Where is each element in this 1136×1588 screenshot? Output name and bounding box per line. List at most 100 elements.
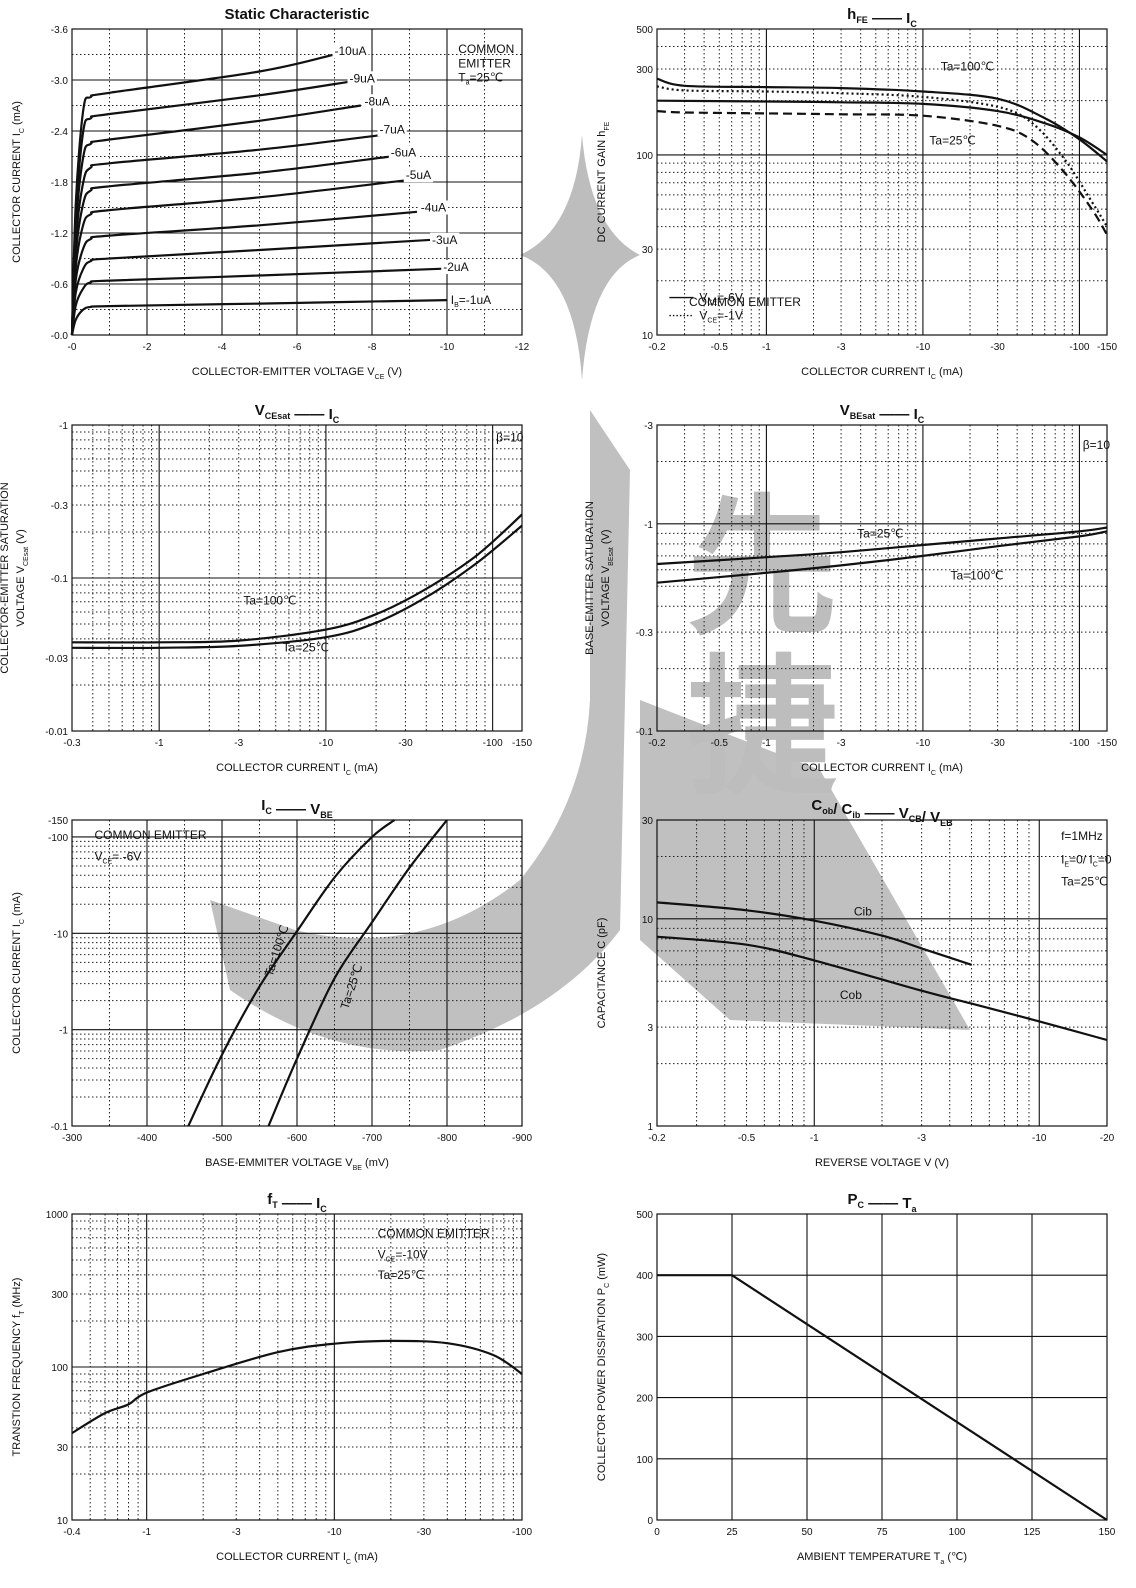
x-tick-label: -0.3	[63, 738, 81, 749]
series-line	[657, 1274, 1108, 1521]
x-tick-label: -0.4	[63, 1527, 81, 1538]
y-tick-label: 300	[636, 65, 653, 76]
series-label: -9uA	[350, 71, 375, 85]
y-tick-label: 200	[636, 1394, 653, 1405]
plot-frame	[656, 1213, 1108, 1521]
series-line	[70, 299, 448, 336]
x-tick-label: -1	[810, 1133, 819, 1144]
x-tick-label: 0	[654, 1527, 660, 1538]
series-label-bg	[403, 168, 434, 183]
series-line	[70, 53, 335, 336]
series-line	[656, 935, 1108, 1042]
annotation: Ta=100℃	[941, 59, 994, 73]
x-axis-label: COLLECTOR CURRENT IC (mA)	[801, 366, 963, 381]
annotation: Ta=100℃	[950, 568, 1003, 582]
y-tick-label: -0.01	[45, 727, 68, 738]
series-line	[656, 901, 972, 966]
chart-title: hFE —— IC	[847, 6, 917, 29]
series-label-bg	[332, 44, 369, 59]
x-tick-label: -10	[1032, 1133, 1047, 1144]
x-axis-label: REVERSE VOLTAGE V (V)	[815, 1157, 949, 1169]
legend-label: VCE=-6V	[699, 291, 742, 307]
y-tick-label: 10	[57, 1516, 69, 1527]
y-tick-label: 400	[636, 1271, 653, 1282]
legend-label: VCE=-1V	[699, 309, 742, 325]
y-axis-label: TRANSTION FREQUENCY fT (MHz)	[11, 1278, 26, 1457]
y-tick-label: 100	[51, 1363, 68, 1374]
x-tick-label: -0.5	[711, 738, 729, 749]
series-line	[71, 524, 523, 650]
series-line	[656, 85, 1108, 228]
y-tick-label: -3.0	[51, 76, 69, 87]
x-axis-label: COLLECTOR-EMITTER VOLTAGE VCE (V)	[192, 366, 402, 381]
x-tick-label: -500	[212, 1133, 232, 1144]
x-axis-label: COLLECTOR CURRENT IC (mA)	[216, 762, 378, 777]
y-axis-label: COLLECTOR CURRENT IC (mA)	[11, 101, 26, 263]
series-label-bg	[347, 71, 377, 86]
x-tick-label: -400	[137, 1133, 157, 1144]
annotation: Ta=25℃	[283, 641, 330, 655]
x-tick-label: 125	[1024, 1527, 1041, 1538]
annotation: VCE=-10V	[378, 1248, 428, 1264]
x-tick-label: -12	[515, 342, 530, 353]
x-tick-label: -3	[837, 738, 846, 749]
y-tick-label: -150	[48, 816, 68, 827]
x-tick-label: -900	[512, 1133, 532, 1144]
x-tick-label: -4	[218, 342, 227, 353]
x-tick-label: -3	[232, 1527, 241, 1538]
x-tick-label: 50	[801, 1527, 813, 1538]
plot-area	[657, 425, 1107, 731]
x-tick-label: -20	[1100, 1133, 1115, 1144]
x-tick-label: -10	[327, 1527, 342, 1538]
chart-icvbe: -300 -400 -500 -600 -700 -800 -900 -0.1 -1 -10 -10…	[11, 797, 532, 1172]
x-axis-label: COLLECTOR CURRENT IC (mA)	[216, 1551, 378, 1566]
x-tick-label: -3	[234, 738, 243, 749]
series-label: IB=-1uA	[451, 293, 491, 309]
y-tick-label: 1000	[46, 1210, 69, 1221]
series-line	[71, 513, 523, 644]
x-tick-label: -10	[440, 342, 455, 353]
watermark-wedge-shape	[640, 700, 970, 1030]
y-tick-label: 3	[647, 1023, 653, 1034]
x-tick-label: -0.2	[648, 1133, 666, 1144]
y-tick-label: 30	[642, 245, 654, 256]
x-tick-label: -0.2	[648, 342, 666, 353]
y-axis-label-line2: VOLTAGE VCEsat (V)	[15, 529, 30, 627]
y-tick-label: -0.3	[51, 501, 69, 512]
annotation: Cob	[840, 988, 862, 1002]
series-label: -8uA	[365, 94, 390, 108]
y-tick-label: -100	[48, 833, 68, 844]
y-tick-label: -2.4	[51, 127, 69, 138]
x-tick-label: -1	[142, 1527, 151, 1538]
y-tick-label: 1	[647, 1122, 653, 1133]
x-tick-label: -150	[1097, 342, 1117, 353]
chart-cap: -0.2 -0.5 -1 -3 -10 -20 1 3 10 30 Cob/ Cib —— VCB/…	[596, 797, 1115, 1169]
y-tick-label: -0.1	[51, 1122, 69, 1133]
y-axis-label: COLLECTOR-EMITTER SATURATION	[0, 482, 11, 673]
y-axis-label: COLLECTOR POWER DISSIPATION PC (mW)	[596, 1253, 611, 1481]
plot-frame	[656, 28, 1108, 336]
plot-frame	[71, 1213, 523, 1521]
y-tick-label: -1	[59, 1026, 68, 1037]
x-tick-label: 150	[1099, 1527, 1116, 1538]
x-tick-label: -100	[483, 738, 503, 749]
series-label-bg	[448, 293, 494, 308]
annotation: COMMON	[458, 42, 514, 56]
annotation: EMITTER	[458, 56, 511, 70]
series-line	[656, 110, 1108, 236]
y-tick-label: 100	[636, 1455, 653, 1466]
series-line	[656, 526, 1108, 566]
y-tick-label: 30	[57, 1443, 69, 1454]
plot-frame	[71, 424, 523, 732]
x-tick-label: -100	[512, 1527, 532, 1538]
y-tick-label: 300	[51, 1290, 68, 1301]
x-tick-label: -800	[437, 1133, 457, 1144]
watermark-char: 捷	[687, 644, 837, 812]
chart-title: IC —— VBE	[261, 797, 333, 820]
y-tick-label: -0.1	[636, 727, 654, 738]
series-label: -6uA	[391, 145, 416, 159]
x-tick-label: 75	[876, 1527, 888, 1538]
chart-hfe: -0.2 -0.5 -1 -3 -10 -30 -100 -150 10 30 100 300 500 h…	[596, 6, 1117, 381]
y-tick-label: 300	[636, 1332, 653, 1343]
